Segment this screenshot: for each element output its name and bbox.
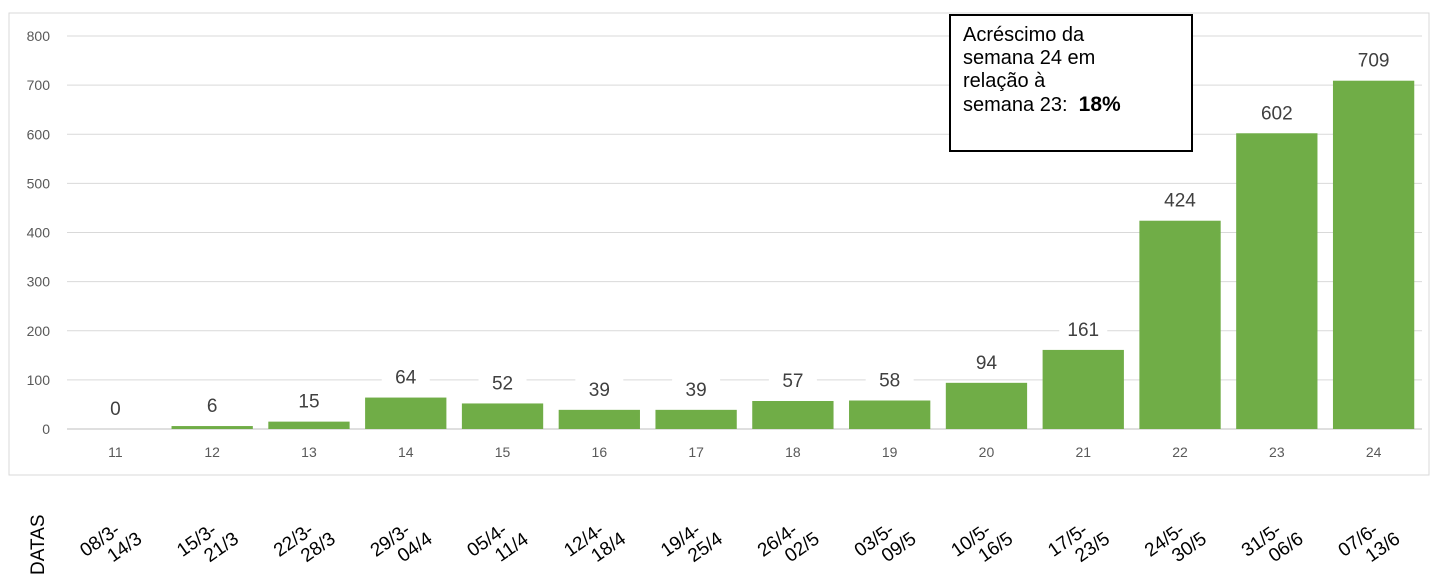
annotation-box: Acréscimo da semana 24 em relação à sema…: [949, 14, 1193, 152]
bar-22: [1139, 220, 1221, 429]
annotation-percent: 18%: [1078, 93, 1121, 116]
data-label: 15: [298, 392, 319, 413]
data-label-bg: [672, 378, 721, 403]
bar-24: [1332, 80, 1415, 430]
data-label-bg: [1059, 318, 1108, 343]
annotation-line-4: semana 23: 18%: [963, 93, 1179, 117]
data-label: 39: [589, 380, 610, 401]
date-range-label: 10/5-16/5: [948, 519, 1018, 566]
date-range-label: 03/5-09/5: [851, 519, 921, 566]
date-range-label: 17/5-23/5: [1044, 519, 1114, 566]
data-label: 424: [1164, 191, 1196, 212]
date-range-label: 26/4-02/5: [754, 519, 824, 566]
data-label: 57: [782, 371, 803, 392]
y-tick-label: 200: [27, 323, 51, 339]
bar-12: [171, 426, 253, 429]
date-range-label: 08/3-14/3: [76, 519, 146, 566]
x-tick-label: 18: [785, 444, 801, 460]
date-range-label: 24/5-30/5: [1141, 519, 1211, 566]
y-tick-label: 300: [27, 274, 51, 290]
bar-14: [365, 397, 447, 429]
date-range-label: 22/3-28/3: [270, 519, 340, 566]
x-tick-label: 17: [688, 444, 704, 460]
y-tick-label: 800: [27, 28, 51, 44]
x-tick-label: 20: [979, 444, 995, 460]
annotation-line-2: semana 24 em: [963, 47, 1096, 69]
data-label-bg: [1252, 102, 1301, 127]
dates-axis-label: DATAS: [28, 514, 49, 575]
y-axis-tick-labels: 0 100 200 300 400 500 600 700 800: [27, 28, 51, 437]
data-label-bg: [1349, 49, 1398, 74]
date-range-label: 29/3-04/4: [367, 519, 437, 566]
y-tick-label: 500: [27, 175, 51, 191]
data-label: 602: [1261, 103, 1293, 124]
bar-21: [1042, 349, 1124, 429]
data-label: 94: [976, 353, 998, 374]
data-label: 39: [686, 380, 707, 401]
data-label-bg: [962, 351, 1011, 376]
data-label-bg: [1156, 189, 1205, 214]
y-tick-label: 600: [27, 126, 51, 142]
bar-16: [558, 409, 640, 429]
data-label-bg: [478, 372, 527, 397]
date-range-labels: 08/3-14/3 15/3-21/3 22/3-28/3 29/3-04/4 05/4…: [76, 519, 1405, 566]
y-tick-label: 0: [42, 421, 50, 437]
x-tick-label: 11: [108, 444, 123, 460]
x-tick-label: 22: [1172, 444, 1188, 460]
x-tick-label: 12: [204, 444, 220, 460]
bar-23: [1236, 133, 1318, 429]
y-tick-label: 700: [27, 77, 51, 93]
date-range-label: 31/5-06/6: [1238, 519, 1308, 566]
data-label: 64: [395, 368, 417, 389]
data-label-bg: [575, 378, 624, 403]
x-tick-label: 13: [301, 444, 317, 460]
x-tick-label: 21: [1075, 444, 1091, 460]
data-label: 6: [207, 396, 218, 417]
data-label-bg: [381, 366, 430, 391]
data-label-bg: [91, 398, 140, 422]
x-tick-label: 19: [882, 444, 898, 460]
data-label: 161: [1067, 320, 1099, 341]
x-tick-label: 15: [495, 444, 511, 460]
bar-20: [945, 382, 1028, 429]
y-tick-label: 400: [27, 225, 51, 241]
x-tick-label: 16: [592, 444, 608, 460]
plot-frame: [8, 12, 1430, 476]
date-range-label: 12/4-18/4: [560, 519, 630, 566]
x-axis-tick-labels: 11 12 13 14 15 16 17 18 19 20 21 22 23 24: [108, 444, 1381, 460]
x-tick-label: 24: [1366, 444, 1382, 460]
x-tick-label: 23: [1269, 444, 1285, 460]
data-label-bg: [188, 395, 237, 420]
date-range-label: 07/6-13/6: [1335, 519, 1405, 566]
bar-17: [655, 409, 737, 429]
y-tick-label: 100: [27, 372, 51, 388]
date-range-label: 05/4-11/4: [464, 519, 533, 566]
data-labels: 0 6 15 64 52 39 39 57 58 94 161 424 602 709: [91, 49, 1398, 422]
data-label: 52: [492, 373, 513, 394]
date-range-label: 15/3-21/3: [173, 519, 243, 566]
bar-19: [849, 400, 931, 429]
x-tick-label: 14: [398, 444, 414, 460]
data-label: 709: [1358, 51, 1390, 72]
annotation-prefix: semana 23:: [963, 94, 1068, 116]
data-label-bg: [768, 369, 817, 394]
annotation-line-1: Acréscimo da: [963, 24, 1085, 46]
data-label: 0: [110, 399, 121, 420]
date-range-label: 19/4-25/4: [657, 519, 727, 566]
annotation-line-3: relação à: [963, 70, 1046, 92]
data-label: 58: [879, 371, 900, 392]
bars: [171, 80, 1415, 430]
bar-13: [268, 421, 350, 429]
bar-15: [461, 403, 544, 429]
data-label-bg: [865, 369, 914, 394]
bar-18: [752, 400, 834, 429]
data-label-bg: [284, 390, 333, 415]
